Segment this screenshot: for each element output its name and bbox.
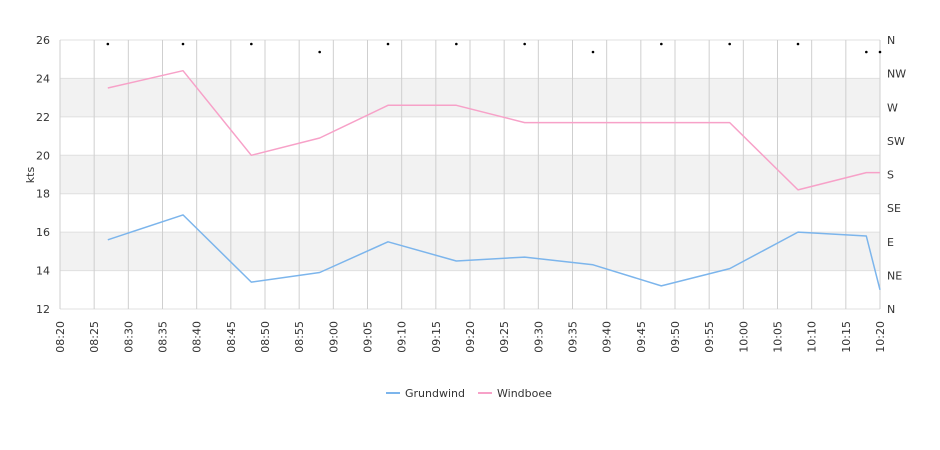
x-tick-label: 10:05 bbox=[772, 321, 785, 353]
x-tick-label: 09:40 bbox=[601, 321, 614, 353]
x-tick-label: 09:00 bbox=[327, 321, 340, 353]
y-tick-label: 16 bbox=[36, 226, 50, 239]
series-line-grundwind[interactable] bbox=[107, 214, 881, 290]
series-line-windboee[interactable] bbox=[107, 69, 880, 191]
direction-marker bbox=[106, 42, 110, 46]
x-tick-label: 08:55 bbox=[293, 321, 306, 353]
x-tick-label: 09:35 bbox=[567, 321, 580, 353]
y-tick-label: 18 bbox=[36, 188, 50, 201]
direction-marker bbox=[865, 50, 868, 54]
y-tick-label: 24 bbox=[36, 72, 50, 85]
y-tick-label: 26 bbox=[36, 34, 50, 47]
x-tick-label: 09:20 bbox=[464, 321, 477, 353]
y-axis-title: kts bbox=[24, 167, 37, 184]
direction-marker bbox=[318, 50, 321, 54]
x-tick-label: 09:55 bbox=[703, 321, 716, 353]
x-tick-label: 09:15 bbox=[430, 321, 443, 353]
direction-markers bbox=[106, 42, 882, 54]
direction-tick-label: NE bbox=[887, 269, 902, 282]
x-tick-label: 09:25 bbox=[498, 321, 511, 353]
x-tick-label: 09:50 bbox=[669, 321, 682, 353]
direction-marker bbox=[728, 42, 731, 46]
x-tick-label: 10:10 bbox=[806, 321, 819, 353]
direction-tick-label: SW bbox=[887, 135, 905, 148]
right-axis-ticks: N NE E SE S SW W NW N bbox=[887, 34, 906, 316]
direction-marker bbox=[250, 42, 253, 46]
x-tick-label: 08:50 bbox=[259, 321, 272, 353]
direction-marker bbox=[660, 42, 663, 46]
x-tick-label: 08:20 bbox=[54, 321, 67, 353]
direction-marker bbox=[386, 42, 390, 46]
y-tick-label: 20 bbox=[36, 149, 50, 162]
direction-tick-label: E bbox=[887, 236, 894, 249]
grid-lines bbox=[59, 39, 881, 310]
direction-marker bbox=[796, 42, 800, 46]
direction-tick-label: S bbox=[887, 169, 894, 182]
x-tick-label: 10:20 bbox=[874, 321, 887, 353]
x-tick-label: 09:05 bbox=[362, 321, 375, 353]
x-tick-label: 08:35 bbox=[157, 321, 170, 353]
direction-tick-label: NW bbox=[887, 68, 906, 81]
legend-label-grundwind: Grundwind bbox=[405, 387, 465, 400]
y-tick-label: 14 bbox=[36, 265, 50, 278]
direction-marker bbox=[591, 50, 595, 54]
y-tick-label: 12 bbox=[36, 303, 50, 316]
legend-label-windboee: Windboee bbox=[497, 387, 552, 400]
direction-marker bbox=[455, 42, 458, 46]
direction-marker bbox=[523, 42, 526, 46]
x-tick-label: 08:45 bbox=[225, 321, 238, 353]
legend: Grundwind Windboee bbox=[386, 387, 552, 400]
x-tick-label: 08:40 bbox=[191, 321, 204, 353]
legend-item-grundwind[interactable]: Grundwind bbox=[386, 387, 465, 400]
direction-tick-label: W bbox=[887, 101, 898, 114]
y-tick-label: 22 bbox=[36, 111, 50, 124]
x-tick-label: 09:30 bbox=[532, 321, 545, 353]
series-lines bbox=[107, 69, 881, 290]
x-tick-label: 10:15 bbox=[840, 321, 853, 353]
direction-marker bbox=[878, 50, 882, 54]
x-tick-label: 09:10 bbox=[396, 321, 409, 353]
direction-tick-label: SE bbox=[887, 202, 901, 215]
direction-tick-label: N bbox=[887, 303, 895, 316]
legend-item-windboee[interactable]: Windboee bbox=[478, 387, 552, 400]
x-tick-label: 10:00 bbox=[737, 321, 750, 353]
x-axis-ticks: 08:20 08:25 08:30 08:35 08:40 08:45 08:50 08:55… bbox=[54, 321, 887, 353]
x-tick-label: 08:30 bbox=[122, 321, 135, 353]
x-tick-label: 09:45 bbox=[635, 321, 648, 353]
direction-marker bbox=[181, 42, 185, 46]
x-tick-label: 08:25 bbox=[88, 321, 101, 353]
direction-tick-label: N bbox=[887, 34, 895, 47]
left-axis-ticks: 12 14 16 18 20 22 24 26 bbox=[36, 34, 50, 316]
